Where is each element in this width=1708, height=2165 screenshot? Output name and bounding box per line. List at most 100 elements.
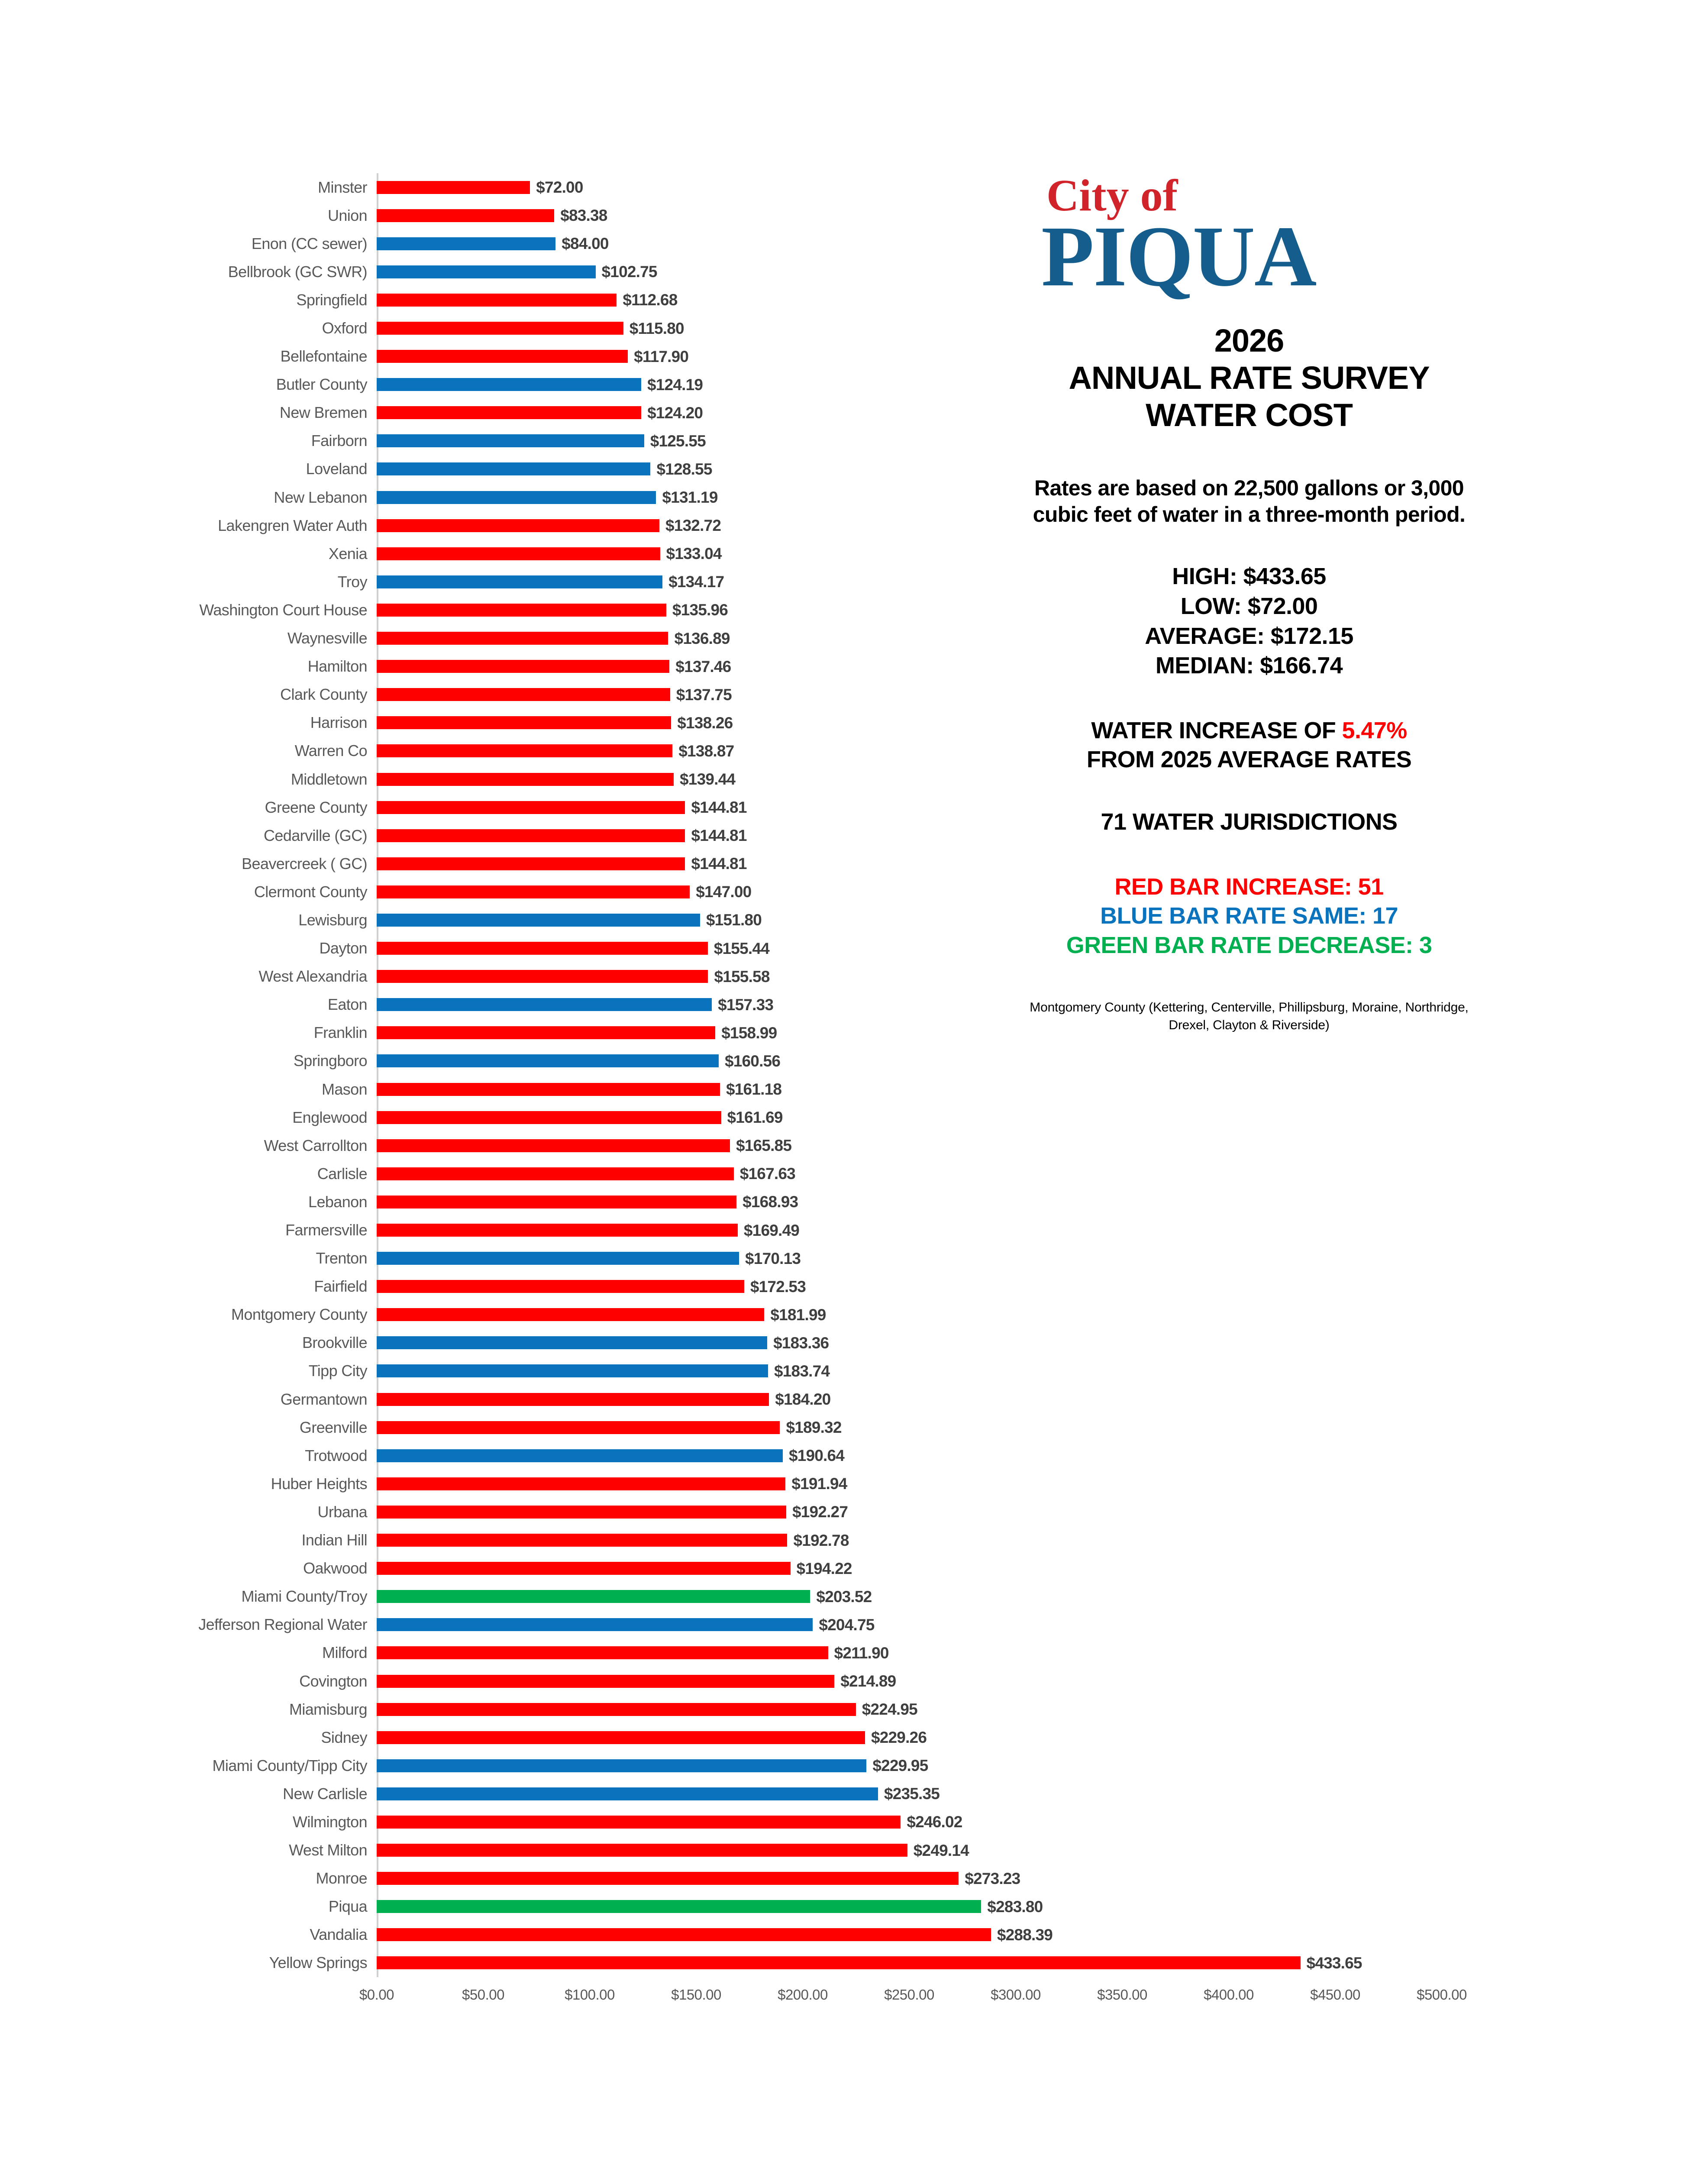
chart-bar bbox=[377, 1449, 783, 1462]
bar-value-label: $132.72 bbox=[665, 517, 721, 535]
bar-category-label: Loveland bbox=[306, 460, 368, 478]
bar-track: $147.00 bbox=[377, 878, 1442, 906]
chart-bar-row: West Carrollton $165.85 bbox=[130, 1131, 1442, 1160]
chart-bar bbox=[377, 744, 673, 758]
bar-value-label: $246.02 bbox=[907, 1813, 962, 1831]
bar-category-label: Monroe bbox=[316, 1869, 368, 1887]
bar-track: $161.18 bbox=[377, 1075, 1442, 1103]
chart-bar-row: Milford $211.90 bbox=[130, 1639, 1442, 1667]
x-axis-tick: $50.00 bbox=[462, 1987, 504, 2003]
bar-value-label: $138.26 bbox=[677, 714, 733, 732]
bar-value-label: $124.19 bbox=[647, 375, 703, 394]
bar-category-label: Beavercreek ( GC) bbox=[242, 854, 367, 872]
chart-bar-row: Urbana $192.27 bbox=[130, 1498, 1442, 1526]
bar-category-label: Greenville bbox=[299, 1418, 368, 1436]
bar-value-label: $135.96 bbox=[672, 601, 728, 619]
bar-category-label: Bellefontaine bbox=[280, 347, 368, 365]
chart-bar bbox=[377, 1082, 720, 1096]
chart-bar bbox=[377, 1111, 721, 1124]
bar-track: $181.99 bbox=[377, 1301, 1442, 1329]
logo-city-of-text: City of bbox=[1046, 171, 1178, 220]
bar-value-label: $131.19 bbox=[662, 488, 718, 507]
chart-bar bbox=[377, 1393, 769, 1406]
bar-category-label: Fairborn bbox=[311, 432, 368, 450]
chart-bar-row: Dayton $155.44 bbox=[130, 934, 1442, 963]
chart-bar bbox=[377, 265, 596, 278]
bar-value-label: $102.75 bbox=[601, 263, 658, 281]
bar-value-label: $165.85 bbox=[736, 1137, 792, 1155]
bar-track: $83.38 bbox=[377, 201, 1442, 229]
chart-bar-row: Cedarville (GC) $144.81 bbox=[130, 821, 1442, 850]
increase-line-1: WATER INCREASE OF 5.47% bbox=[1000, 716, 1498, 746]
bar-track: $433.65 bbox=[377, 1949, 1442, 1977]
bar-value-label: $181.99 bbox=[770, 1305, 826, 1324]
bar-value-label: $190.64 bbox=[788, 1447, 845, 1465]
chart-bar bbox=[377, 575, 663, 588]
bar-category-label: Indian Hill bbox=[301, 1531, 368, 1549]
bar-value-label: $433.65 bbox=[1306, 1954, 1363, 1972]
chart-bar-row: Trotwood $190.64 bbox=[130, 1441, 1442, 1470]
increase-percent-value: 5.47% bbox=[1342, 717, 1408, 743]
bar-track: $139.44 bbox=[377, 765, 1442, 793]
bar-value-label: $125.55 bbox=[650, 432, 706, 450]
chart-bar bbox=[377, 1815, 901, 1829]
bar-category-label: New Carlisle bbox=[283, 1784, 367, 1803]
bar-track: $157.33 bbox=[377, 991, 1442, 1019]
chart-bar-row: Miami County/Troy $203.52 bbox=[130, 1583, 1442, 1611]
bar-value-label: $211.90 bbox=[834, 1644, 889, 1662]
chart-bar-row: Washington Court House $135.96 bbox=[130, 596, 1442, 624]
chart-bar-row: Eaton $157.33 bbox=[130, 991, 1442, 1019]
x-axis-tick-labels: $0.00 $50.00 $100.00 $150.00 $200.00 $250.00 $… bbox=[359, 1987, 1467, 2017]
bar-track: $155.44 bbox=[377, 934, 1442, 963]
bar-track: $84.00 bbox=[377, 229, 1442, 258]
chart-bar bbox=[377, 1759, 867, 1772]
x-axis-tick: $200.00 bbox=[778, 1987, 828, 2003]
bar-value-label: $112.68 bbox=[623, 291, 678, 309]
chart-bar-row: Hamilton $137.46 bbox=[130, 653, 1442, 681]
chart-bar-row: Xenia $133.04 bbox=[130, 540, 1442, 568]
x-axis-tick: $0.00 bbox=[359, 1987, 394, 2003]
chart-bar bbox=[377, 293, 617, 307]
bar-track: $169.49 bbox=[377, 1216, 1442, 1244]
bar-value-label: $137.46 bbox=[675, 657, 731, 675]
x-axis-tick: $300.00 bbox=[991, 1987, 1041, 2003]
chart-bar bbox=[377, 1308, 765, 1322]
chart-bar bbox=[377, 942, 708, 955]
rates-basis-note: Rates are based on 22,500 gallons or 3,0… bbox=[1033, 476, 1466, 527]
bar-track: $132.72 bbox=[377, 511, 1442, 540]
bar-track: $183.36 bbox=[377, 1329, 1442, 1357]
chart-bar-row: Clark County $137.75 bbox=[130, 681, 1442, 709]
chart-bar-row: Troy $134.17 bbox=[130, 568, 1442, 596]
bar-track: $168.93 bbox=[377, 1188, 1442, 1216]
chart-bar bbox=[377, 857, 685, 870]
water-cost-bar-chart: Minster $72.00 Union $83.38 Enon (CC sewer) $… bbox=[130, 173, 1467, 2035]
chart-bar-row: Harrison $138.26 bbox=[130, 709, 1442, 737]
chart-bar-row: Franklin $158.99 bbox=[130, 1019, 1442, 1047]
bar-value-label: $169.49 bbox=[743, 1221, 800, 1239]
bar-value-label: $194.22 bbox=[796, 1559, 852, 1577]
bar-track: $229.26 bbox=[377, 1723, 1442, 1751]
chart-bar-row: Trenton $170.13 bbox=[130, 1244, 1442, 1273]
bar-category-label: Trotwood bbox=[305, 1446, 368, 1464]
bar-category-label: Mason bbox=[321, 1080, 368, 1098]
bar-value-label: $158.99 bbox=[721, 1024, 777, 1042]
bar-track: $203.52 bbox=[377, 1583, 1442, 1611]
bar-track: $137.75 bbox=[377, 681, 1442, 709]
chart-bar-row: Greenville $189.32 bbox=[130, 1413, 1442, 1441]
bar-value-label: $229.26 bbox=[871, 1729, 927, 1747]
bar-category-label: Tipp City bbox=[308, 1362, 368, 1380]
chart-bar-row: Covington $214.89 bbox=[130, 1667, 1442, 1695]
x-axis-tick: $150.00 bbox=[671, 1987, 721, 2003]
chart-bar-row: Clermont County $147.00 bbox=[130, 878, 1442, 906]
chart-bar-row: Monroe $273.23 bbox=[130, 1864, 1442, 1893]
chart-bar bbox=[377, 1336, 768, 1350]
bar-track: $172.53 bbox=[377, 1273, 1442, 1301]
bar-category-label: Greene County bbox=[265, 798, 368, 816]
x-axis-tick: $500.00 bbox=[1417, 1987, 1467, 2003]
bar-category-label: Englewood bbox=[292, 1108, 367, 1126]
bar-track: $204.75 bbox=[377, 1611, 1442, 1639]
chart-bar-row: Warren Co $138.87 bbox=[130, 737, 1442, 765]
chart-bar bbox=[377, 772, 674, 786]
chart-bar bbox=[377, 603, 666, 617]
chart-bar-row: Huber Heights $191.94 bbox=[130, 1470, 1442, 1498]
